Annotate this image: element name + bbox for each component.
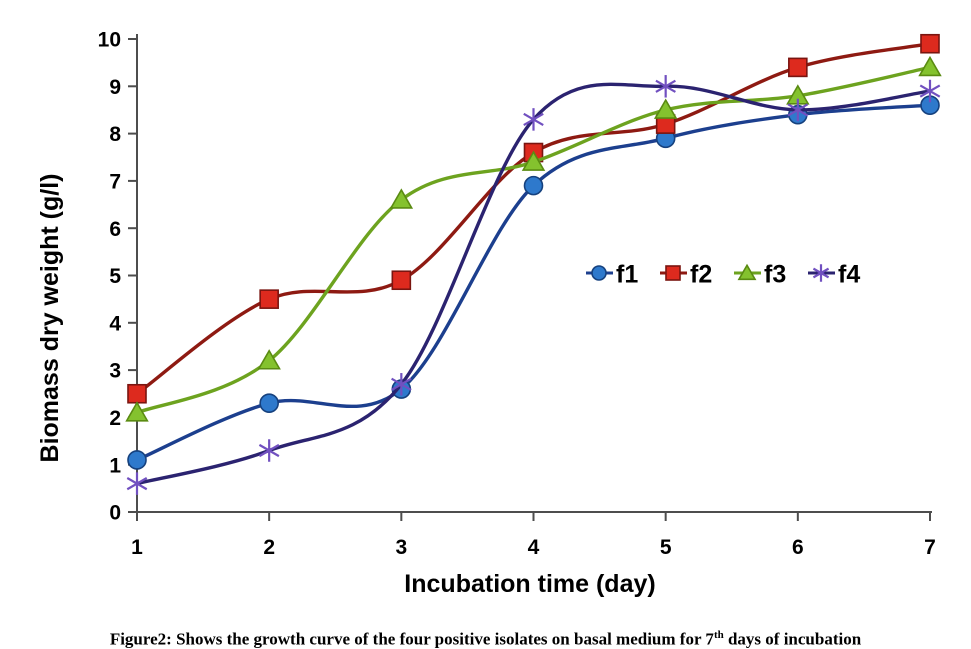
marker-square-f2 — [127, 383, 147, 404]
marker-triangle-f3 — [125, 401, 149, 422]
y-tick-label: 7 — [109, 170, 121, 193]
x-tick-label: 6 — [792, 536, 804, 559]
marker-triangle-f3 — [918, 55, 942, 77]
caption-prefix: Figure2: Shows the growth curve of the f… — [109, 629, 714, 649]
legend-item-f3: f3 — [734, 260, 786, 288]
y-tick-label: 9 — [109, 76, 121, 99]
y-tick-label: 1 — [109, 454, 121, 477]
caption-superscript: th — [713, 629, 724, 641]
legend-label-f2: f2 — [690, 260, 712, 288]
caption-suffix: days of incubation — [723, 629, 862, 649]
marker-circle-f1 — [127, 450, 147, 470]
marker-asterisk-f4 — [919, 79, 941, 103]
x-tick-label: 1 — [131, 536, 143, 559]
marker-asterisk-f4-legend — [812, 264, 830, 282]
x-tick-label: 5 — [660, 536, 672, 559]
y-tick-label: 0 — [109, 502, 121, 525]
x-axis-title: Incubation time (day) — [404, 570, 655, 598]
x-tick-label: 2 — [263, 536, 275, 559]
legend-item-f2: f2 — [660, 260, 712, 288]
marker-asterisk-f4 — [655, 75, 676, 98]
legend-item-f1: f1 — [586, 260, 638, 288]
y-tick-label: 5 — [109, 265, 121, 288]
series-f3 — [125, 55, 942, 422]
marker-triangle-f3 — [653, 98, 678, 119]
y-tick-label: 3 — [109, 360, 121, 383]
growth-chart: Biomass dry weight (g/l) Incubation time… — [36, 29, 942, 598]
legend-label-f3: f3 — [764, 260, 786, 288]
series-f2 — [127, 33, 940, 404]
x-tick-label: 7 — [924, 536, 936, 559]
marker-square-f2 — [391, 270, 412, 291]
x-tick-label: 4 — [528, 536, 540, 559]
y-tick-label: 10 — [98, 29, 121, 52]
legend-item-f4: f4 — [808, 260, 860, 288]
marker-square-f2-legend — [665, 265, 681, 281]
marker-asterisk-f4 — [523, 108, 544, 131]
marker-triangle-f3 — [389, 188, 414, 209]
marker-circle-f1-legend — [591, 265, 607, 281]
marker-square-f2 — [788, 57, 808, 78]
marker-triangle-f3 — [521, 150, 546, 171]
marker-circle-f1 — [523, 175, 544, 196]
marker-circle-f1 — [259, 393, 279, 414]
y-tick-label: 8 — [109, 123, 121, 146]
series-f4 — [126, 75, 941, 495]
marker-triangle-f3 — [257, 349, 281, 370]
marker-asterisk-f4 — [126, 472, 148, 495]
legend-label-f1: f1 — [616, 260, 638, 288]
marker-square-f2 — [259, 289, 279, 309]
marker-triangle-f3-legend — [737, 263, 757, 281]
marker-asterisk-f4 — [787, 98, 809, 122]
y-tick-label: 2 — [109, 407, 121, 430]
y-tick-label: 6 — [109, 218, 121, 241]
legend-label-f4: f4 — [838, 260, 860, 288]
x-tick-label: 3 — [395, 536, 407, 559]
figure-caption: Figure2: Shows the growth curve of the f… — [0, 629, 971, 649]
marker-square-f2 — [920, 33, 940, 54]
marker-asterisk-f4 — [258, 439, 280, 462]
y-axis-title: Biomass dry weight (g/l) — [36, 174, 64, 463]
y-tick-label: 4 — [109, 312, 121, 335]
legend: f1 f2 f3 f4 — [586, 260, 860, 288]
marker-asterisk-f4 — [391, 373, 412, 396]
series-line-f2 — [135, 42, 932, 396]
